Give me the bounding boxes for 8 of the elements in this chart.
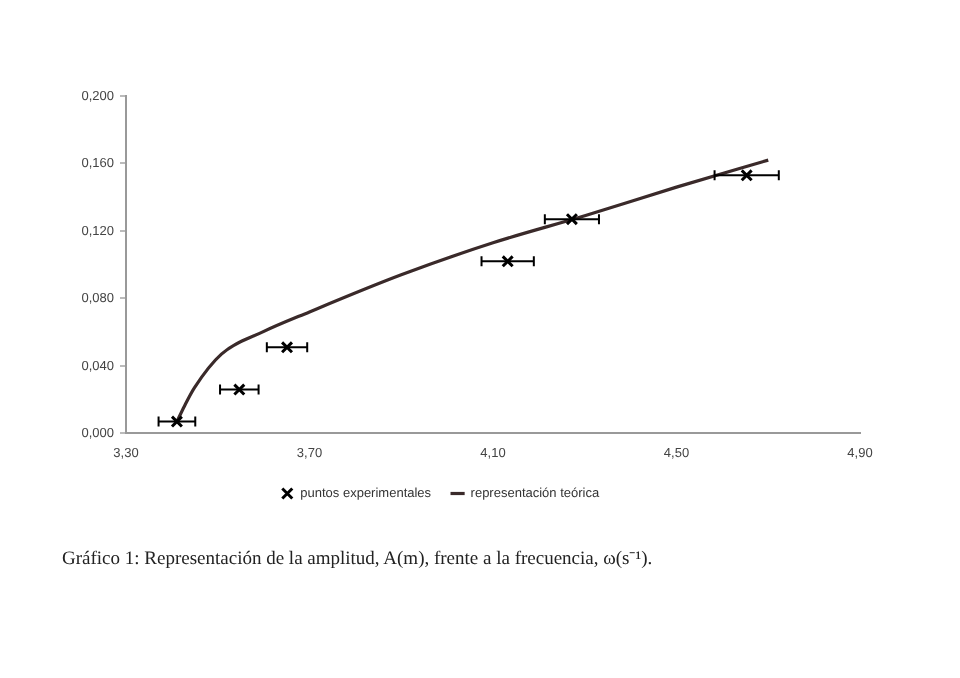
point bbox=[740, 168, 754, 182]
line-series bbox=[175, 158, 770, 424]
point bbox=[280, 340, 294, 354]
point bbox=[170, 415, 184, 429]
point bbox=[501, 254, 515, 268]
point bbox=[232, 383, 246, 396]
text: Gráfico 1: Representación de la amplitud, A(m), frente a la frecuencia, ω(s⁻¹). bbox=[62, 548, 653, 570]
point bbox=[565, 212, 579, 226]
